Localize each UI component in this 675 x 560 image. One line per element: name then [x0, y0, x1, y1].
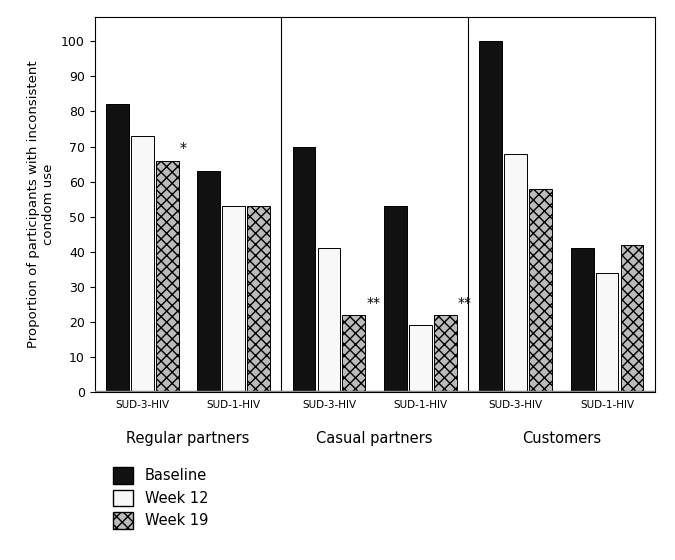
Y-axis label: Proportion of participants with inconsistent
condom use: Proportion of participants with inconsis…: [28, 60, 55, 348]
Bar: [222, 206, 245, 392]
Bar: [529, 189, 552, 392]
Bar: [247, 206, 270, 392]
Bar: [197, 171, 220, 392]
Bar: [156, 161, 178, 392]
Text: Casual partners: Casual partners: [317, 431, 433, 446]
Bar: [479, 41, 502, 392]
Bar: [620, 245, 643, 392]
Bar: [595, 273, 618, 392]
Bar: [293, 147, 315, 392]
Text: *: *: [180, 141, 187, 155]
Bar: [409, 325, 432, 392]
Bar: [342, 315, 365, 392]
Bar: [131, 136, 154, 392]
Text: **: **: [458, 296, 472, 310]
Legend: Baseline, Week 12, Week 19: Baseline, Week 12, Week 19: [113, 467, 209, 529]
Text: Customers: Customers: [522, 431, 601, 446]
Bar: [434, 315, 456, 392]
Bar: [317, 248, 340, 392]
Text: Regular partners: Regular partners: [126, 431, 250, 446]
Bar: [106, 105, 129, 392]
Bar: [504, 153, 527, 392]
Bar: [570, 248, 593, 392]
Bar: [384, 206, 407, 392]
Text: **: **: [367, 296, 381, 310]
